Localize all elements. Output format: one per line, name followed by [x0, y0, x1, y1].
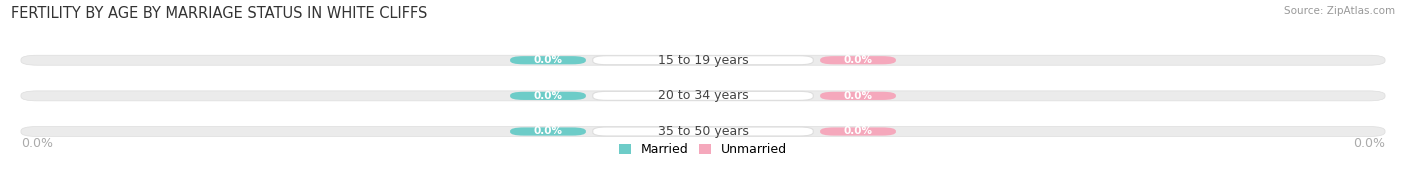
Text: 0.0%: 0.0% [1353, 137, 1385, 150]
FancyBboxPatch shape [21, 55, 1385, 65]
Legend: Married, Unmarried: Married, Unmarried [619, 143, 787, 156]
FancyBboxPatch shape [820, 56, 896, 64]
FancyBboxPatch shape [820, 92, 896, 100]
FancyBboxPatch shape [21, 126, 1385, 136]
Text: 15 to 19 years: 15 to 19 years [658, 54, 748, 67]
Text: 0.0%: 0.0% [533, 55, 562, 65]
Text: Source: ZipAtlas.com: Source: ZipAtlas.com [1284, 6, 1395, 16]
Text: 0.0%: 0.0% [844, 91, 873, 101]
Text: 0.0%: 0.0% [21, 137, 53, 150]
Text: 35 to 50 years: 35 to 50 years [658, 125, 748, 138]
FancyBboxPatch shape [593, 127, 813, 136]
FancyBboxPatch shape [510, 127, 586, 136]
FancyBboxPatch shape [510, 56, 586, 64]
Text: 20 to 34 years: 20 to 34 years [658, 89, 748, 102]
FancyBboxPatch shape [593, 56, 813, 65]
Text: 0.0%: 0.0% [844, 55, 873, 65]
Text: FERTILITY BY AGE BY MARRIAGE STATUS IN WHITE CLIFFS: FERTILITY BY AGE BY MARRIAGE STATUS IN W… [11, 6, 427, 21]
Text: 0.0%: 0.0% [844, 126, 873, 136]
FancyBboxPatch shape [820, 127, 896, 136]
FancyBboxPatch shape [21, 91, 1385, 101]
Text: 0.0%: 0.0% [533, 91, 562, 101]
FancyBboxPatch shape [593, 91, 813, 100]
Text: 0.0%: 0.0% [533, 126, 562, 136]
FancyBboxPatch shape [510, 92, 586, 100]
